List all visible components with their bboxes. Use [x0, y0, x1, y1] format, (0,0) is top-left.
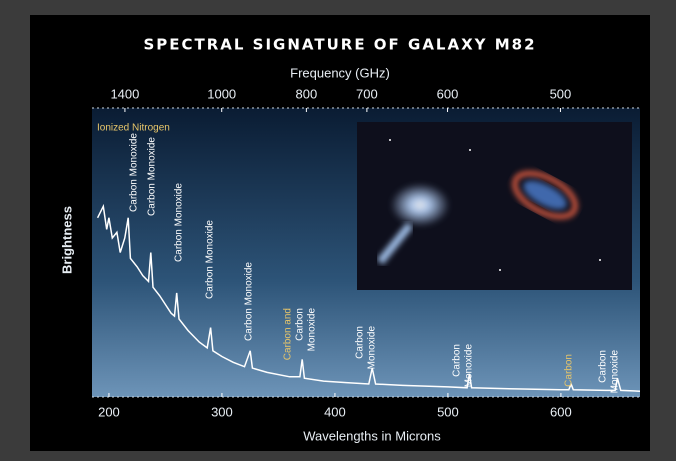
annotation: Carbon — [452, 344, 463, 377]
annotation: Carbon Monoxide — [244, 262, 255, 341]
annotation: Carbon Monoxide — [205, 220, 216, 299]
annotation: Carbon and — [283, 308, 294, 360]
annotation: Carbon — [295, 308, 306, 341]
x-tick-label: 300 — [211, 404, 233, 419]
x2-tick-label: 1400 — [110, 86, 139, 101]
x-tick-label: 400 — [324, 404, 346, 419]
chart-title: SPECTRAL SIGNATURE OF GALAXY M82 — [143, 36, 536, 54]
x2-tick-label: 500 — [550, 86, 572, 101]
x2-axis-label: Frequency (GHz) — [290, 65, 390, 80]
x-tick-label: 500 — [437, 404, 459, 419]
annotation: Carbon — [564, 354, 575, 387]
x2-tick-label: 600 — [437, 86, 459, 101]
annotation: Carbon — [598, 350, 609, 383]
x2-tick-label: 800 — [296, 86, 318, 101]
inset-image — [357, 122, 632, 290]
spectrum-line — [96, 203, 641, 392]
annotation: Monoxide — [464, 344, 475, 388]
annotation: Monoxide — [610, 350, 621, 394]
annotation: Carbon Monoxide — [147, 137, 158, 216]
annotation: Carbon Monoxide — [174, 183, 185, 262]
annotation: Ionized Nitrogen — [97, 123, 170, 134]
y-axis-label: Brightness — [59, 206, 74, 274]
x2-tick-label: 700 — [356, 86, 378, 101]
annotation: Monoxide — [367, 326, 378, 370]
annotation: Monoxide — [307, 308, 318, 352]
x-axis-label: Wavelengths in Microns — [303, 428, 441, 443]
x-tick-label: 200 — [98, 404, 120, 419]
annotation: Carbon — [355, 326, 366, 359]
x2-tick-label: 1000 — [207, 86, 236, 101]
x-tick-label: 600 — [550, 404, 572, 419]
annotation: Carbon Monoxide — [129, 133, 140, 212]
